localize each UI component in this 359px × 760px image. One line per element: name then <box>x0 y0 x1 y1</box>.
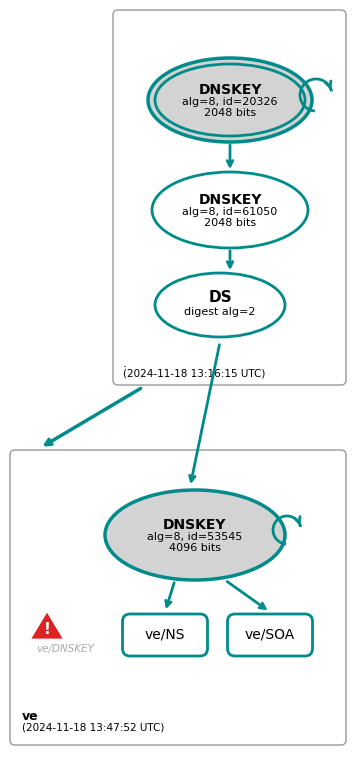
FancyBboxPatch shape <box>122 614 208 656</box>
FancyBboxPatch shape <box>113 10 346 385</box>
Ellipse shape <box>105 490 285 580</box>
Text: alg=8, id=20326: alg=8, id=20326 <box>182 97 278 107</box>
Text: (2024-11-18 13:47:52 UTC): (2024-11-18 13:47:52 UTC) <box>22 723 164 733</box>
Text: 4096 bits: 4096 bits <box>169 543 221 553</box>
Ellipse shape <box>148 58 312 142</box>
Text: (2024-11-18 13:16:15 UTC): (2024-11-18 13:16:15 UTC) <box>123 369 265 379</box>
Text: 2048 bits: 2048 bits <box>204 218 256 228</box>
Text: .: . <box>123 357 127 370</box>
Text: ve/SOA: ve/SOA <box>245 628 295 642</box>
Text: alg=8, id=61050: alg=8, id=61050 <box>182 207 278 217</box>
Polygon shape <box>29 610 65 640</box>
Text: DS: DS <box>208 290 232 305</box>
Text: !: ! <box>43 622 50 638</box>
Text: ve: ve <box>22 710 39 723</box>
Text: ve/DNSKEY: ve/DNSKEY <box>36 644 94 654</box>
Text: DNSKEY: DNSKEY <box>163 518 227 532</box>
Text: 2048 bits: 2048 bits <box>204 108 256 118</box>
Text: digest alg=2: digest alg=2 <box>184 307 256 317</box>
FancyBboxPatch shape <box>228 614 312 656</box>
Text: DNSKEY: DNSKEY <box>198 83 262 97</box>
Text: ve/NS: ve/NS <box>145 628 185 642</box>
Ellipse shape <box>152 172 308 248</box>
Text: alg=8, id=53545: alg=8, id=53545 <box>147 532 243 542</box>
Ellipse shape <box>155 273 285 337</box>
FancyBboxPatch shape <box>10 450 346 745</box>
Text: DNSKEY: DNSKEY <box>198 193 262 207</box>
